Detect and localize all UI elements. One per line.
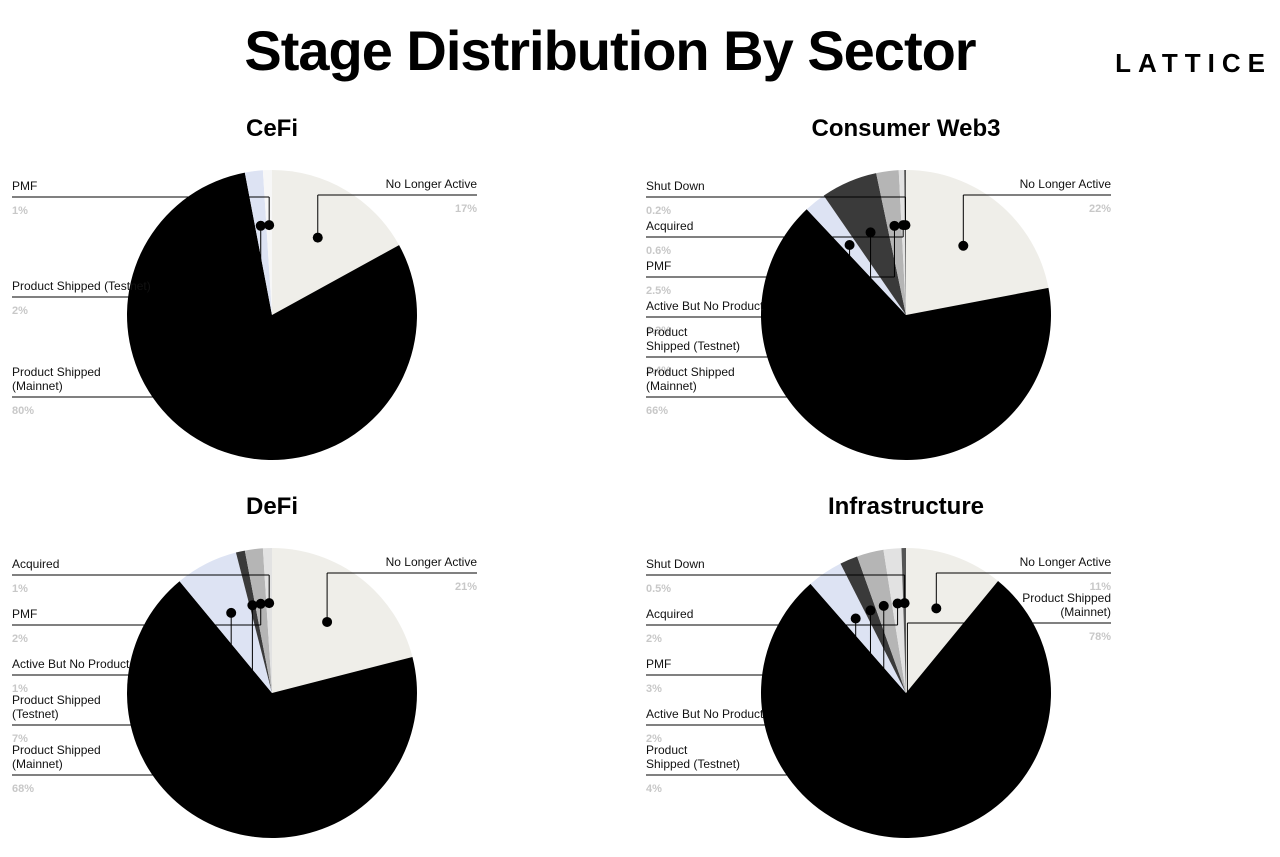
slice-value-label: 2% (12, 305, 28, 317)
pie-slice (810, 563, 906, 693)
slice-value-label: 11% (1089, 581, 1111, 593)
slice-value-label: 2% (646, 633, 662, 645)
slice-label: Acquired (12, 557, 60, 571)
pie-slice (235, 550, 272, 693)
slice-label: PMF (12, 179, 38, 193)
slice-label: Acquired (646, 219, 694, 233)
logo: LATTICE (1115, 48, 1272, 78)
leader-dot (228, 391, 239, 402)
slice-label: No Longer Active (1019, 177, 1111, 191)
slice-label: Shut Down (646, 557, 705, 571)
leader-dot (322, 616, 333, 627)
pie-title: Consumer Web3 (811, 115, 1001, 142)
main-title: Stage Distribution By Sector (244, 19, 976, 82)
leader-dot (878, 600, 889, 611)
leader-dot (892, 598, 903, 609)
pie-slice (823, 173, 906, 315)
leader-dot (264, 598, 275, 609)
slice-label: Product Shipped (Mainnet) (646, 365, 735, 393)
pie-title: DeFi (245, 493, 299, 520)
slice-value-label: 2.4% (646, 365, 672, 377)
pie-slice (262, 170, 272, 315)
leader-dot (865, 605, 876, 616)
leader-dot (889, 220, 900, 231)
slice-value-label: 21% (454, 581, 477, 593)
slice-value-label: 1% (12, 683, 28, 695)
slice-label: Active But No Product (646, 707, 764, 721)
pie-slice (126, 172, 418, 460)
pie-slice (760, 580, 1051, 838)
slice-label: Product Shipped (Testnet) (646, 325, 741, 353)
slice-value-label: 0.2% (646, 205, 672, 217)
pie-slice (906, 170, 1049, 315)
leader-dot (247, 600, 258, 611)
slice-value-label: 78% (1088, 631, 1111, 643)
pie-slice (883, 548, 906, 693)
pie-slice (127, 581, 418, 838)
slice-value-label: 7% (12, 733, 28, 745)
slice-value-label: 66% (646, 405, 669, 417)
pie-slice (244, 170, 272, 315)
slice-label: Acquired (646, 607, 694, 621)
slice-value-label: 6.3% (646, 325, 672, 337)
slice-label: Product Shipped (Testnet) (646, 743, 741, 771)
leader-dot (255, 220, 266, 231)
pie-slice (272, 548, 413, 693)
pie-slice (272, 170, 400, 315)
pie-slice (806, 195, 906, 315)
slice-label: PMF (12, 607, 38, 621)
slice-value-label: 68% (12, 783, 35, 795)
slice-value-label: 3% (646, 683, 662, 695)
leader-dot (873, 395, 884, 406)
leader-dot (844, 240, 855, 251)
slice-value-label: 2.5% (646, 285, 672, 297)
leader-dot (239, 773, 250, 784)
pie-slice (876, 170, 906, 315)
slice-label: No Longer Active (385, 555, 477, 569)
slice-value-label: 4% (646, 783, 662, 795)
pie-slice (898, 170, 906, 315)
slice-label: PMF (646, 259, 672, 273)
slice-value-label: 1% (12, 205, 28, 217)
slice-label: Product Shipped (Testnet) (12, 693, 101, 721)
slice-value-label: 0.6% (646, 245, 672, 257)
slice-value-label: 2% (646, 733, 662, 745)
leader-dot (898, 220, 909, 231)
pie-slice (906, 548, 999, 693)
slice-value-label: 0.5% (646, 583, 672, 595)
slice-label: Product Shipped (Testnet) (12, 279, 151, 293)
slice-label: Shut Down (646, 179, 705, 193)
leader-dot (958, 240, 969, 251)
leader-dot (264, 220, 275, 231)
slice-value-label: 2% (12, 633, 28, 645)
leader-dot (312, 232, 323, 243)
pie-slice (262, 548, 272, 693)
slice-label: Product Shipped (Mainnet) (1022, 591, 1111, 619)
pie-slice (857, 549, 906, 693)
leader-dot (255, 598, 266, 609)
leader-dot (865, 227, 876, 238)
pie-title: CeFi (245, 115, 299, 142)
slice-label: No Longer Active (385, 177, 477, 191)
slice-value-label: 80% (12, 405, 35, 417)
leader-dot (902, 777, 913, 788)
leader-dot (931, 603, 942, 614)
slice-label: No Longer Active (1019, 555, 1111, 569)
slice-label: Product Shipped (Mainnet) (12, 365, 101, 393)
slice-value-label: 17% (454, 203, 477, 215)
slice-value-label: 1% (12, 583, 28, 595)
slice-label: PMF (646, 657, 672, 671)
slice-value-label: 22% (1088, 203, 1111, 215)
slice-label: Active But No Product (12, 657, 130, 671)
pie-slice (244, 548, 272, 693)
leader-dot (850, 613, 861, 624)
pie-title: Infrastructure (827, 493, 985, 520)
slice-label: Product Shipped (Mainnet) (12, 743, 101, 771)
pie-slice (179, 552, 272, 693)
slice-label: Active But No Product (646, 299, 764, 313)
leader-dot (226, 607, 237, 618)
